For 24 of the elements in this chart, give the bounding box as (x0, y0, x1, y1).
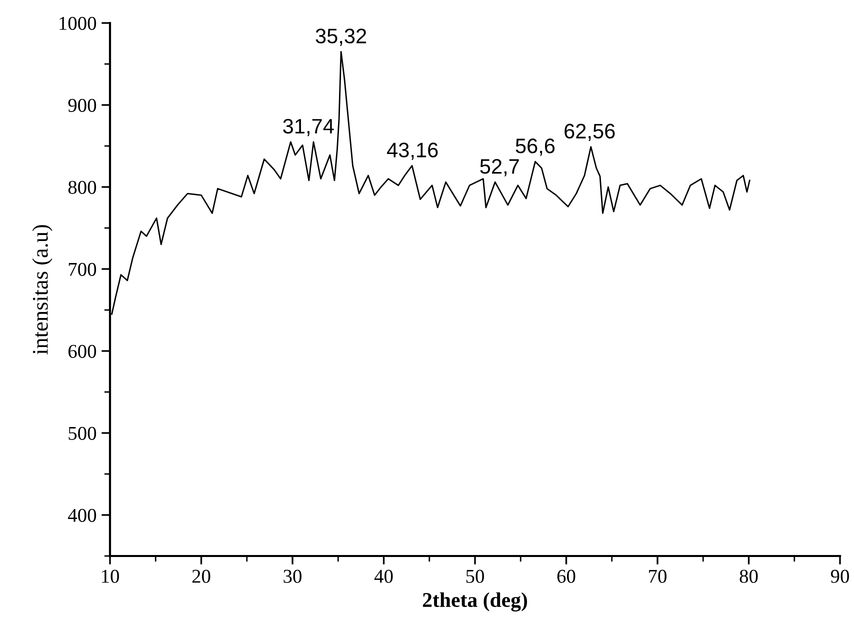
x-tick-label: 40 (374, 570, 393, 583)
x-tick-label: 20 (192, 570, 210, 583)
annotation: 43,16 (387, 142, 438, 160)
y-tick-label: 400 (68, 508, 96, 522)
y-tick-label: 700 (68, 262, 96, 276)
x-tick-label: 90 (830, 570, 849, 583)
annotation: 52,7 (480, 159, 519, 176)
y-tick-label: 500 (68, 426, 96, 440)
y-tick-label: 800 (68, 180, 96, 194)
x-tick-label: 10 (102, 570, 119, 583)
x-tick-label: 80 (740, 570, 758, 583)
annotation: 31,74 (283, 118, 334, 136)
y-tick-label: 900 (68, 98, 96, 112)
annotation: 35,32 (316, 28, 366, 46)
x-tick-label: 60 (557, 570, 576, 583)
y-tick-label: 600 (68, 344, 96, 358)
y-tick-label: 1000 (60, 16, 96, 30)
x-tick-label: 30 (284, 570, 302, 583)
y-axis-title: intensitas (a.u) (32, 225, 52, 354)
x-axis-title: 2theta (deg) (422, 592, 528, 612)
annotation: 56,6 (516, 138, 555, 156)
x-tick-label: 70 (649, 570, 666, 583)
x-tick-label: 50 (466, 570, 484, 583)
annotation: 62,56 (564, 124, 615, 141)
